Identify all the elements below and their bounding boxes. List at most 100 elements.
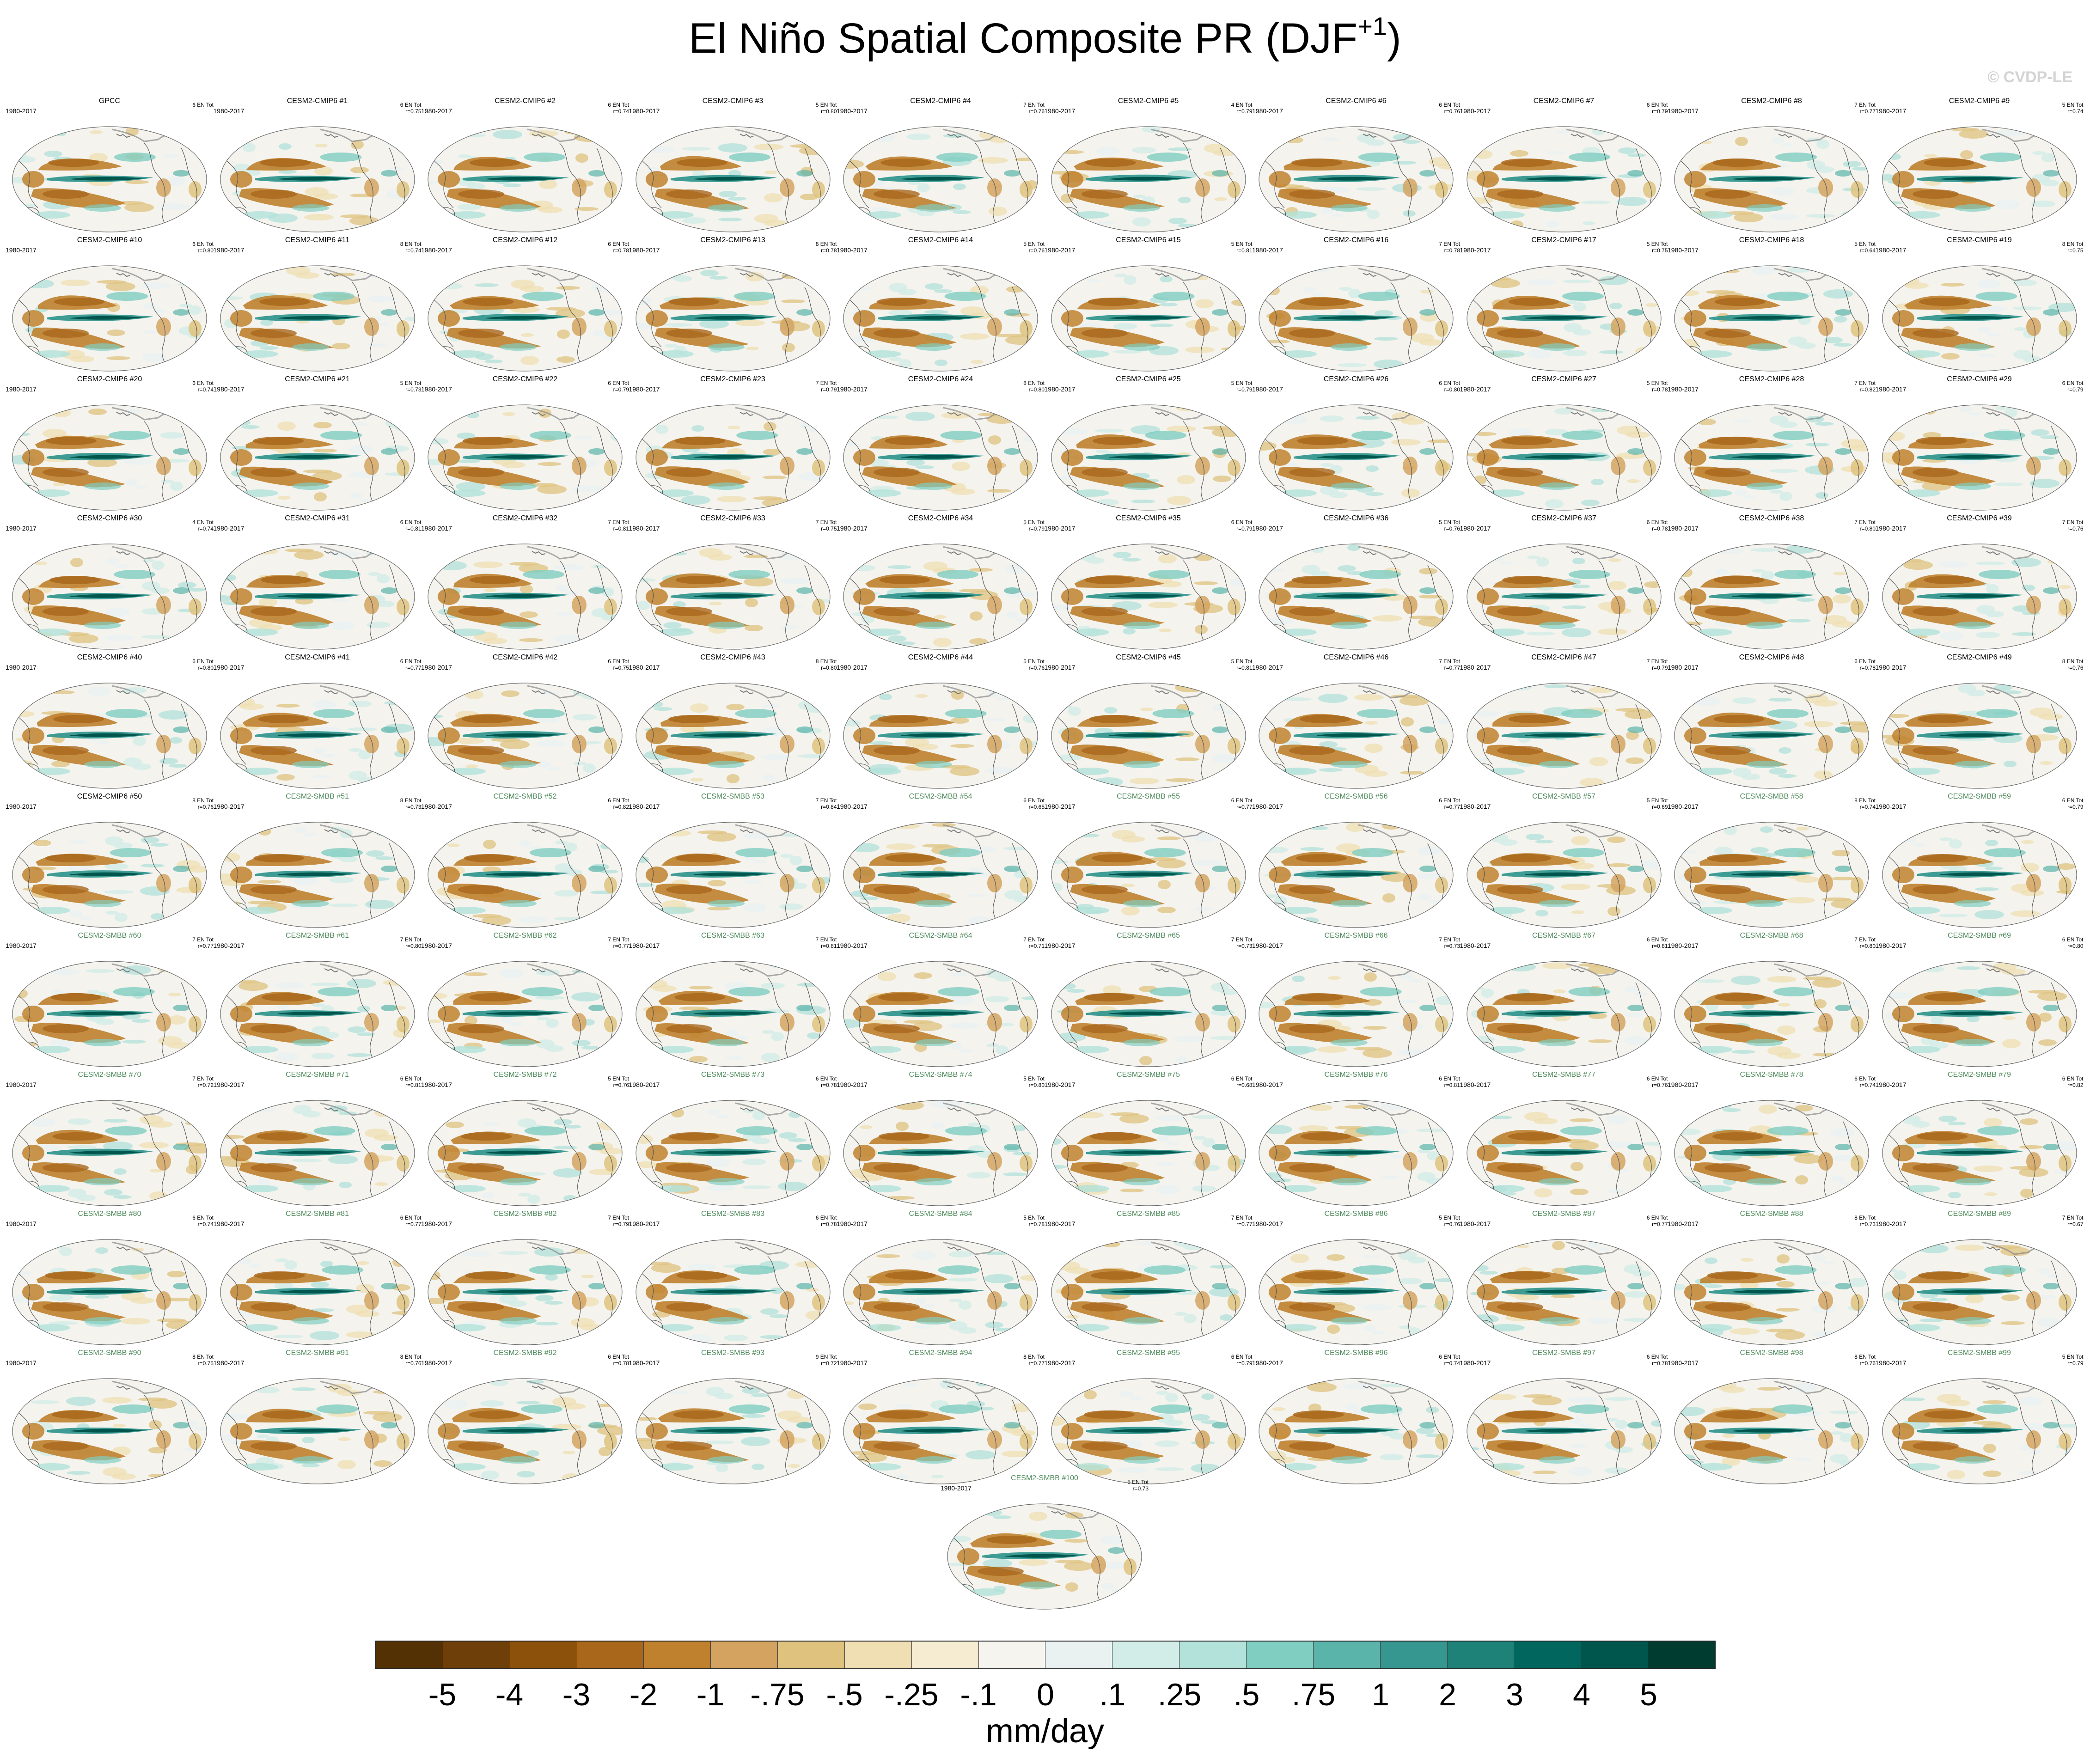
composite-map: [428, 404, 623, 511]
event-count: 8 EN Tot: [400, 797, 422, 804]
panel-period: 1980-2017: [1668, 1359, 1699, 1367]
panel-period: 1980-2017: [6, 942, 37, 949]
map-panel: CESM2-SMBB #64 1980-2017 7 EN Tot r=0.71: [837, 932, 1045, 1070]
panel-title: CESM2-SMBB #75: [1117, 1071, 1180, 1079]
map-panel: CESM2-CMIP6 #44 1980-2017 5 EN Tot r=0.76: [837, 653, 1045, 792]
event-count: 8 EN Tot: [1854, 1215, 1876, 1221]
map-panel: CESM2-CMIP6 #24 1980-2017 8 EN Tot r=0.80: [837, 375, 1045, 514]
composite-map: [1466, 961, 1662, 1067]
colorbar-tick-label: .1: [1099, 1677, 1126, 1712]
colorbar: [375, 1641, 1716, 1669]
panel-stats: 7 EN Tot r=0.77: [1231, 1215, 1253, 1227]
panel-period: 1980-2017: [213, 803, 244, 810]
panel-stats: 7 EN Tot r=0.72: [192, 1075, 214, 1088]
map-panel: CESM2-CMIP6 #11 1980-2017 8 EN Tot r=0.74: [214, 236, 422, 375]
event-count: 5 EN Tot: [608, 1075, 629, 1082]
panel-title: CESM2-SMBB #81: [286, 1210, 349, 1218]
map-panel: CESM2-SMBB #58 1980-2017 8 EN Tot r=0.74: [1668, 793, 1876, 931]
pattern-correlation: r=0.76: [2067, 665, 2084, 671]
composite-map: [12, 543, 207, 650]
colorbar-tick-label: 3: [1506, 1677, 1523, 1712]
panel-stats: 6 EN Tot r=0.81: [400, 519, 422, 532]
map-panel: CESM2-CMIP6 #42 1980-2017 6 EN Tot r=0.75: [421, 653, 629, 792]
panel-period: 1980-2017: [1460, 1359, 1491, 1367]
panel-period: 1980-2017: [1875, 525, 1907, 532]
pattern-correlation: r=0.74: [1859, 804, 1876, 810]
panel-stats: 6 EN Tot r=0.82: [2062, 1075, 2084, 1088]
pattern-correlation: r=0.78: [1028, 1221, 1045, 1227]
pattern-correlation: r=0.76: [1028, 247, 1045, 254]
panel-title: CESM2-SMBB #99: [1948, 1349, 2011, 1357]
panel-period: 1980-2017: [421, 803, 452, 810]
pattern-correlation: r=0.79: [1236, 108, 1253, 115]
panel-stats: 6 EN Tot r=0.76: [1439, 102, 1460, 115]
pattern-correlation: r=0.78: [821, 1221, 837, 1227]
panel-title: CESM2-CMIP6 #9: [1949, 97, 2010, 105]
panel-period: 1980-2017: [1044, 1220, 1076, 1227]
panel-period: 1980-2017: [837, 1220, 868, 1227]
panel-title: CESM2-CMIP6 #26: [1323, 375, 1389, 383]
pattern-correlation: r=0.77: [197, 943, 214, 949]
map-panel: CESM2-CMIP6 #33 1980-2017 7 EN Tot r=0.75: [629, 514, 837, 653]
event-count: 8 EN Tot: [2062, 658, 2084, 665]
composite-map: [220, 1378, 415, 1484]
pattern-correlation: r=0.77: [1444, 665, 1460, 671]
pattern-correlation: r=0.76: [1652, 1082, 1668, 1088]
pattern-correlation: r=0.75: [821, 525, 837, 532]
panel-period: 1980-2017: [629, 525, 660, 532]
map-panel: CESM2-CMIP6 #31 1980-2017 6 EN Tot r=0.81: [214, 514, 422, 653]
panel-stats: 5 EN Tot r=0.76: [1023, 241, 1045, 254]
pattern-correlation: r=0.74: [197, 386, 214, 393]
map-panel: CESM2-CMIP6 #6 1980-2017 6 EN Tot r=0.76: [1252, 97, 1460, 236]
event-count: 6 EN Tot: [1231, 797, 1253, 804]
event-count: 6 EN Tot: [2062, 797, 2084, 804]
colorbar-tick-label: -.75: [750, 1677, 805, 1712]
event-count: 8 EN Tot: [815, 241, 837, 247]
map-panel: CESM2-SMBB #80 1980-2017 6 EN Tot r=0.74: [6, 1210, 214, 1349]
pattern-correlation: r=0.82: [613, 804, 629, 810]
panel-period: 1980-2017: [213, 246, 244, 254]
composite-map: [635, 683, 831, 789]
pattern-correlation: r=0.73: [405, 386, 422, 393]
panel-title: CESM2-SMBB #71: [286, 1071, 349, 1079]
panel-stats: 6 EN Tot r=0.79: [608, 380, 629, 393]
composite-map: [843, 1378, 1038, 1484]
panel-title: CESM2-CMIP6 #2: [495, 97, 556, 105]
map-panel: CESM2-CMIP6 #48 1980-2017 6 EN Tot r=0.78: [1668, 653, 1876, 792]
colorbar-units: mm/day: [985, 1713, 1105, 1750]
map-panel: CESM2-SMBB #56 1980-2017 6 EN Tot r=0.77: [1252, 793, 1460, 931]
map-panel: CESM2-SMBB #79 1980-2017 6 EN Tot r=0.82: [1876, 1071, 2084, 1209]
colorbar-box: [1112, 1642, 1180, 1668]
panel-stats: 6 EN Tot r=0.79: [2062, 797, 2084, 810]
pattern-correlation: r=0.79: [1236, 1360, 1253, 1367]
composite-map: [1259, 543, 1454, 650]
colorbar-box: [1179, 1642, 1247, 1668]
map-panel: CESM2-CMIP6 #14 1980-2017 5 EN Tot r=0.76: [837, 236, 1045, 375]
colorbar-box: [510, 1642, 577, 1668]
composite-map: [1674, 126, 1869, 232]
composite-map: [1882, 1100, 2077, 1206]
event-count: 6 EN Tot: [815, 1215, 837, 1221]
panel-period: 1980-2017: [1460, 525, 1491, 532]
event-count: 6 EN Tot: [815, 1075, 837, 1082]
pattern-correlation: r=0.79: [1652, 665, 1668, 671]
panel-period: 1980-2017: [837, 1081, 868, 1088]
event-count: 5 EN Tot: [2062, 102, 2084, 108]
event-count: 7 EN Tot: [1231, 936, 1253, 943]
map-panel: CESM2-SMBB #54 1980-2017 6 EN Tot r=0.65: [837, 793, 1045, 931]
event-count: 6 EN Tot: [1646, 936, 1668, 943]
map-panel: CESM2-CMIP6 #34 1980-2017 5 EN Tot r=0.79: [837, 514, 1045, 653]
event-count: 6 EN Tot: [608, 380, 629, 386]
panel-stats: 6 EN Tot r=0.78: [1647, 519, 1668, 532]
panel-title: CESM2-SMBB #92: [493, 1349, 557, 1357]
colorbar-tick-label: -2: [629, 1677, 658, 1712]
pattern-correlation: r=0.69: [1652, 804, 1668, 810]
panel-period: 1980-2017: [629, 664, 660, 671]
composite-map: [428, 126, 623, 232]
composite-map: [1259, 822, 1454, 928]
panel-stats: 8 EN Tot r=0.76: [1854, 1354, 1876, 1367]
pattern-correlation: r=0.80: [197, 665, 214, 671]
event-count: 5 EN Tot: [1854, 241, 1876, 247]
panel-stats: 5 EN Tot r=0.73: [1127, 1479, 1149, 1492]
composite-map: [843, 265, 1038, 372]
